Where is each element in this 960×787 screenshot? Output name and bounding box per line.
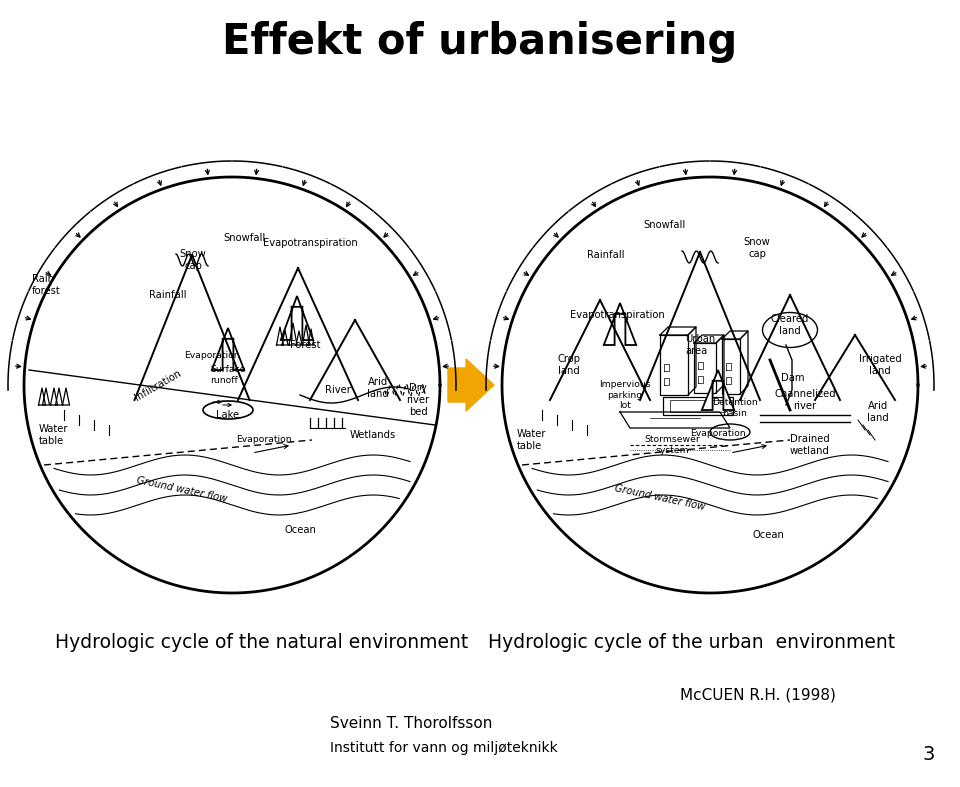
Text: Ground water flow: Ground water flow bbox=[613, 483, 707, 512]
Text: Lake: Lake bbox=[216, 410, 240, 420]
Polygon shape bbox=[212, 328, 244, 370]
Bar bbox=[694, 343, 716, 393]
Bar bbox=[670, 400, 725, 412]
Text: Sveinn T. Thorolfsson: Sveinn T. Thorolfsson bbox=[330, 716, 492, 731]
Text: 3: 3 bbox=[923, 745, 935, 764]
Polygon shape bbox=[280, 296, 313, 340]
Text: Ocean: Ocean bbox=[752, 530, 784, 540]
Text: Ground water flow: Ground water flow bbox=[136, 475, 228, 504]
Text: Evaporation: Evaporation bbox=[184, 350, 240, 360]
Text: Forest: Forest bbox=[290, 340, 321, 350]
Text: Hydrologic cycle of the urban  environment: Hydrologic cycle of the urban environmen… bbox=[488, 634, 895, 652]
Text: Snow
cap: Snow cap bbox=[180, 249, 206, 271]
Bar bbox=[660, 335, 688, 395]
Text: Irrigated
land: Irrigated land bbox=[858, 354, 901, 376]
Text: Evaporation: Evaporation bbox=[690, 428, 746, 438]
Text: McCUEN R.H. (1998): McCUEN R.H. (1998) bbox=[680, 688, 836, 703]
Text: Ocean: Ocean bbox=[284, 525, 316, 535]
Bar bbox=[663, 397, 733, 415]
Text: Dry
river
bed: Dry river bed bbox=[406, 383, 429, 416]
Text: Surface
runoff: Surface runoff bbox=[210, 365, 246, 385]
Text: Institutt for vann og miljøteknikk: Institutt for vann og miljøteknikk bbox=[330, 741, 558, 755]
Ellipse shape bbox=[762, 312, 818, 348]
Text: Wetlands: Wetlands bbox=[350, 430, 396, 440]
Text: Channelized
river: Channelized river bbox=[774, 390, 836, 411]
Text: Impervious
parking
lot: Impervious parking lot bbox=[599, 380, 651, 410]
Text: Hydrologic cycle of the natural environment: Hydrologic cycle of the natural environm… bbox=[55, 634, 468, 652]
Text: Infiltration: Infiltration bbox=[133, 368, 183, 402]
Text: Cleared
land: Cleared land bbox=[771, 314, 809, 336]
Text: River: River bbox=[325, 385, 350, 395]
Text: Arid
land: Arid land bbox=[867, 401, 889, 423]
Text: Effekt of urbanisering: Effekt of urbanisering bbox=[223, 21, 737, 63]
Text: Evapotranspiration: Evapotranspiration bbox=[263, 238, 357, 248]
Text: Urban
area: Urban area bbox=[685, 334, 715, 356]
Text: Evapotranspiration: Evapotranspiration bbox=[569, 310, 664, 320]
Text: Evaporation: Evaporation bbox=[236, 435, 292, 445]
Text: Stormsewer
system: Stormsewer system bbox=[644, 435, 700, 455]
Text: Crop
land: Crop land bbox=[558, 354, 581, 376]
Text: Drained
wetland: Drained wetland bbox=[790, 434, 830, 456]
Text: Water
table: Water table bbox=[39, 424, 68, 445]
Text: Detention
basin: Detention basin bbox=[712, 398, 757, 418]
Text: Arid
land: Arid land bbox=[367, 377, 389, 399]
Text: Snow
cap: Snow cap bbox=[744, 237, 770, 259]
Text: Snowfall: Snowfall bbox=[224, 233, 266, 243]
Bar bbox=[722, 339, 740, 394]
Text: Water
table: Water table bbox=[517, 429, 546, 451]
Text: Dam: Dam bbox=[781, 373, 804, 383]
Text: Rainfall: Rainfall bbox=[149, 290, 187, 300]
FancyArrow shape bbox=[448, 359, 494, 411]
Text: Rain
forest: Rain forest bbox=[32, 274, 60, 296]
Polygon shape bbox=[604, 303, 636, 345]
Text: Rainfall: Rainfall bbox=[587, 250, 625, 260]
Polygon shape bbox=[702, 370, 734, 410]
Text: Snowfall: Snowfall bbox=[644, 220, 686, 230]
